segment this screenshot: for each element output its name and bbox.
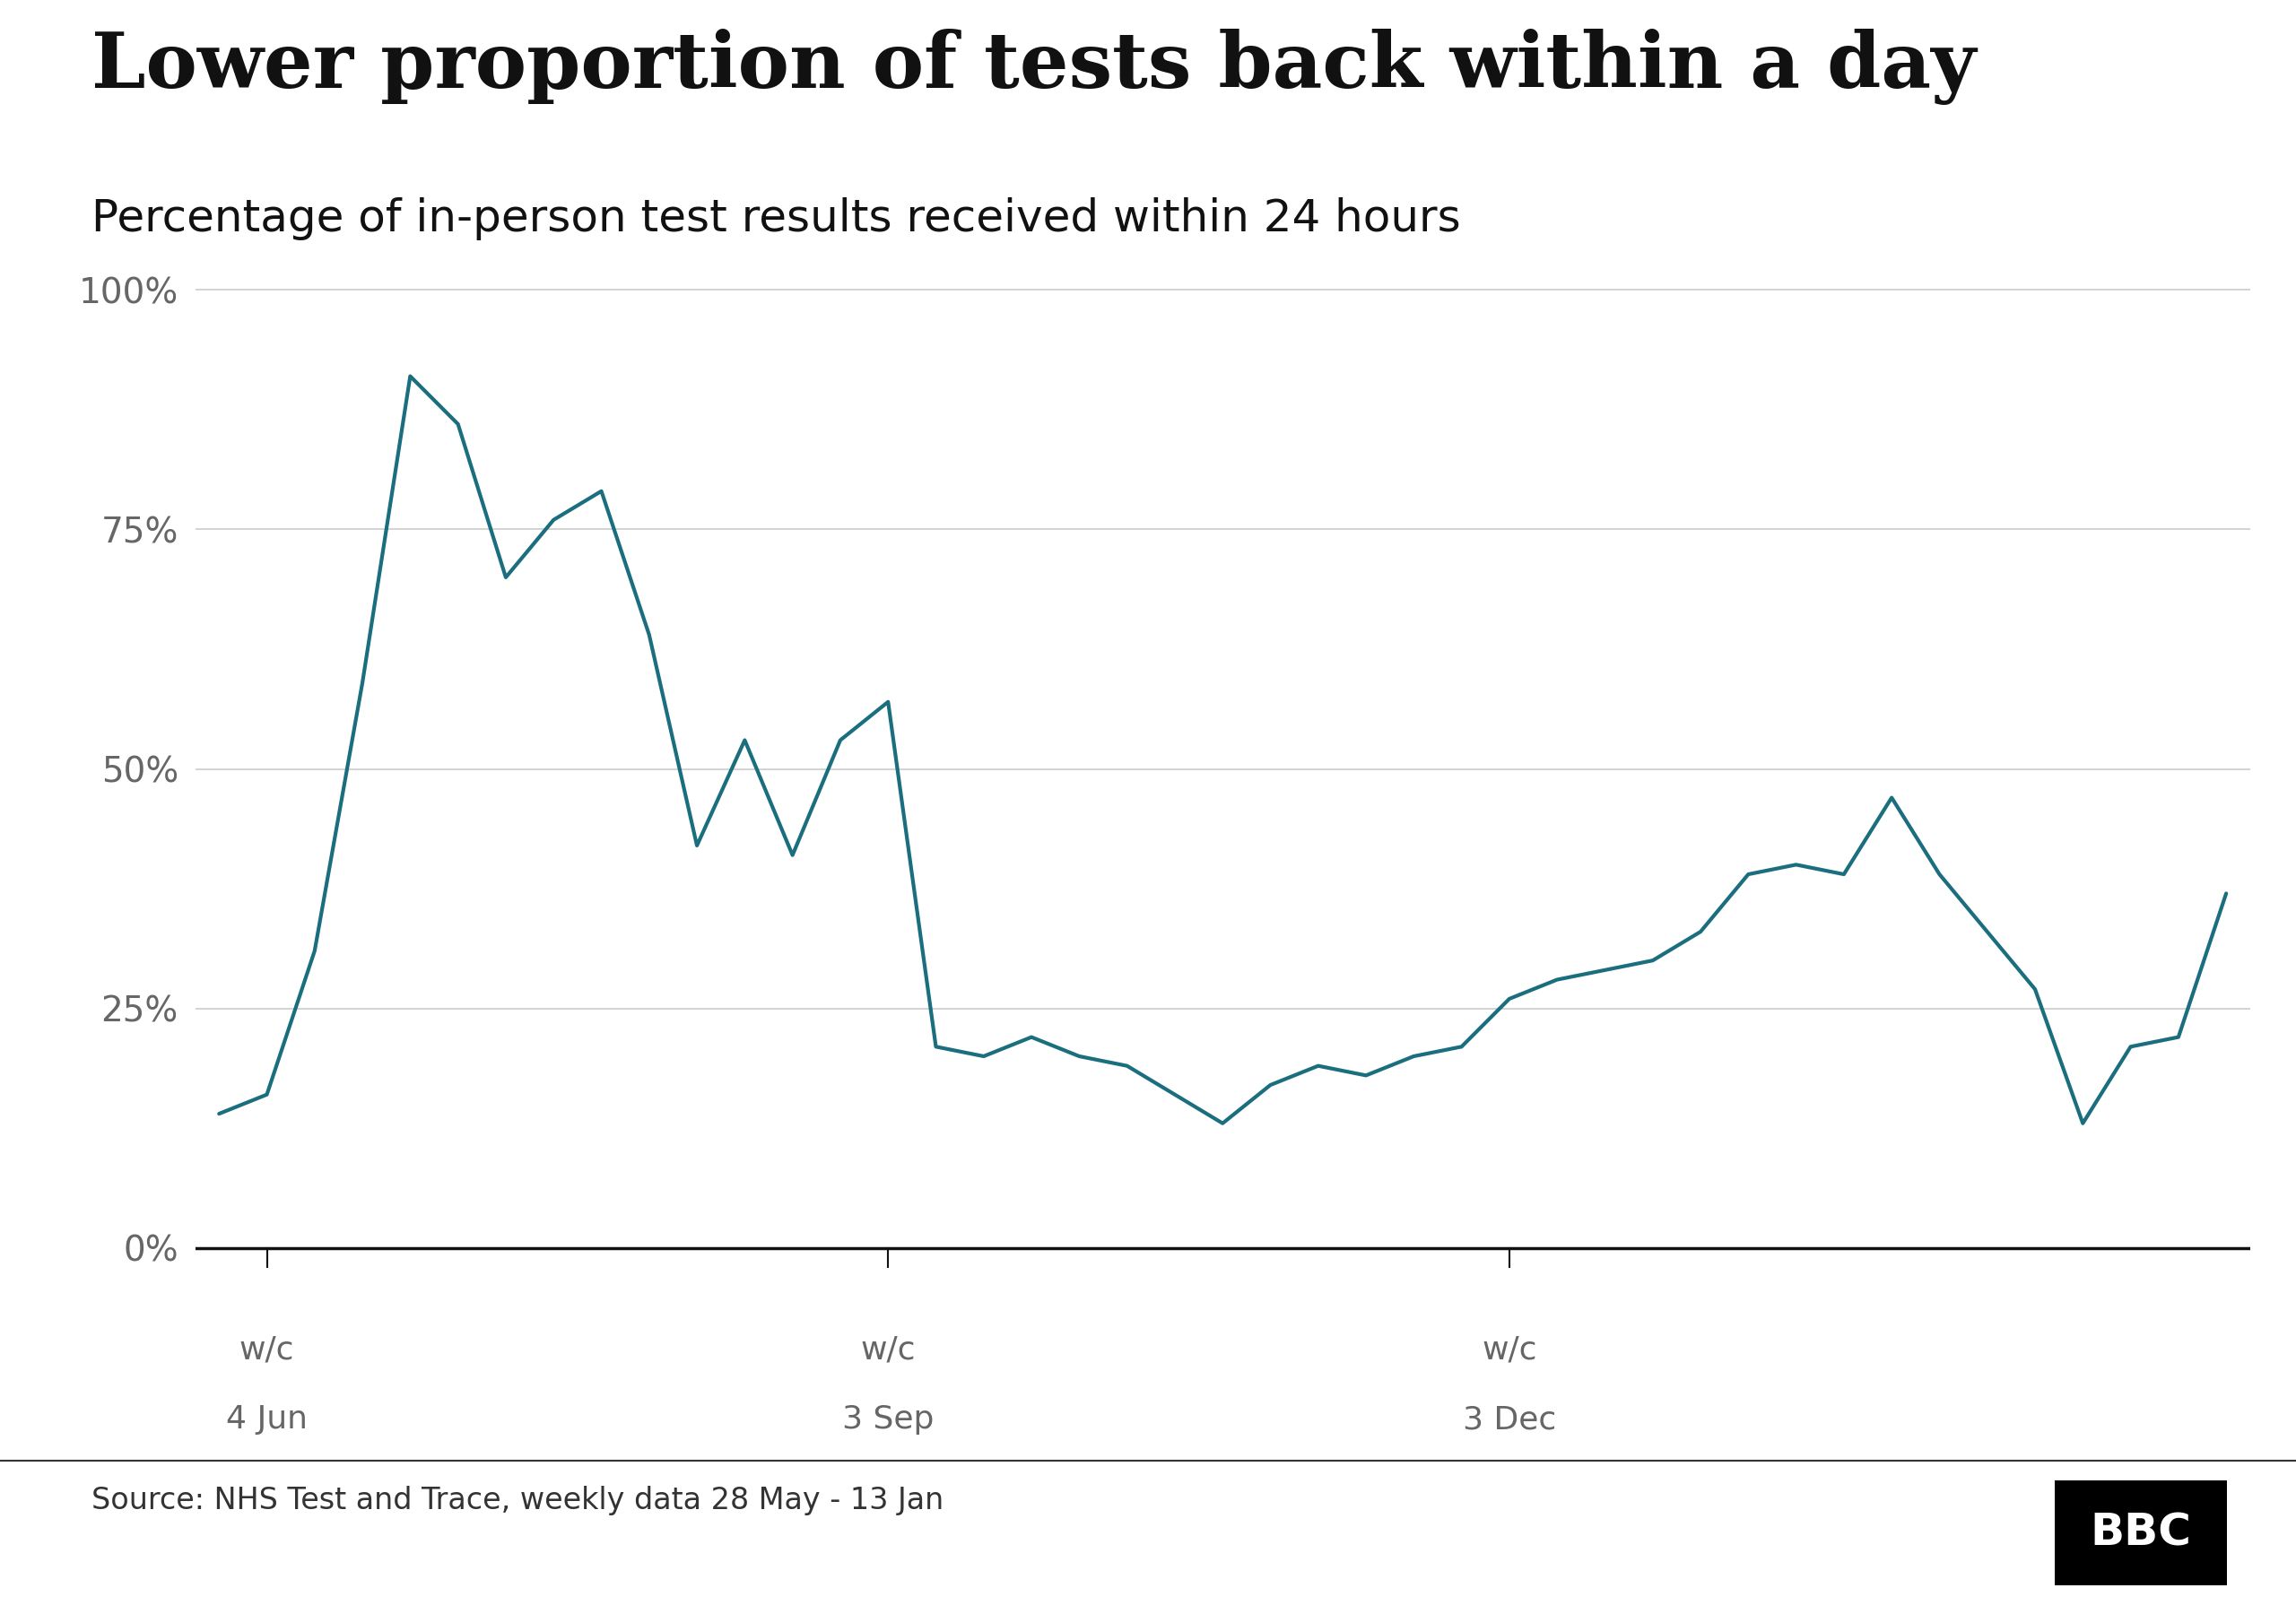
Text: Lower proportion of tests back within a day: Lower proportion of tests back within a … (92, 29, 1977, 105)
Text: w/c: w/c (861, 1335, 916, 1365)
Text: 3 Sep: 3 Sep (843, 1404, 934, 1435)
Text: Source: NHS Test and Trace, weekly data 28 May - 13 Jan: Source: NHS Test and Trace, weekly data … (92, 1486, 944, 1516)
Text: BBC: BBC (2089, 1511, 2193, 1554)
Text: 3 Dec: 3 Dec (1463, 1404, 1557, 1435)
Text: w/c: w/c (1481, 1335, 1536, 1365)
Text: 4 Jun: 4 Jun (225, 1404, 308, 1435)
Text: Percentage of in-person test results received within 24 hours: Percentage of in-person test results rec… (92, 197, 1460, 240)
Text: w/c: w/c (239, 1335, 294, 1365)
